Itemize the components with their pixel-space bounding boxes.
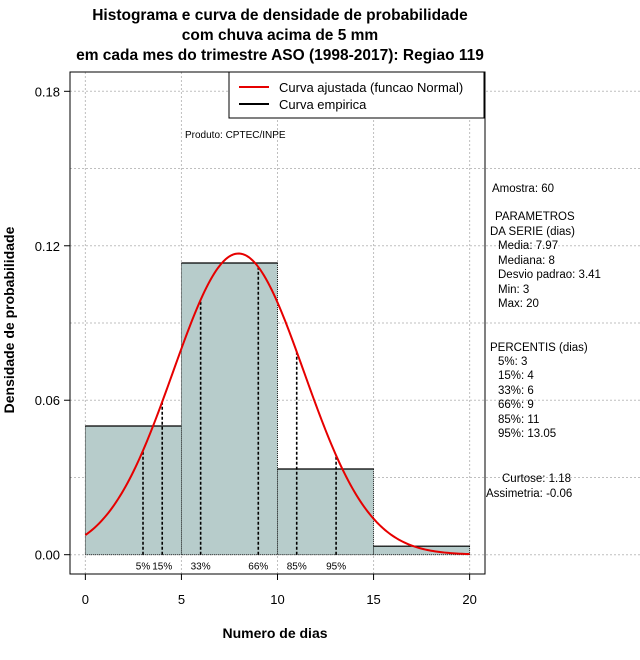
chart-title-line-1: Histograma e curva de densidade de proba…	[92, 7, 468, 24]
percentile-label: 66%	[248, 562, 268, 573]
param-mean: Media: 7.97	[498, 240, 559, 252]
y-tick-label: 0.00	[35, 548, 60, 563]
percentile-label: 85%	[287, 562, 307, 573]
params-title-1: PARAMETROS	[495, 211, 575, 223]
params-title-2: DA SERIE (dias)	[490, 226, 575, 238]
percentile-66: 66%: 9	[498, 399, 534, 411]
histogram-bar	[277, 468, 374, 556]
percentile-label: 5%	[136, 562, 151, 573]
x-tick-label: 15	[366, 592, 380, 607]
sample-size: Amostra: 60	[492, 183, 554, 195]
percentile-95: 95%: 13.05	[498, 428, 557, 440]
percentile-85: 85%: 11	[498, 414, 540, 426]
histogram-bars	[84, 262, 471, 556]
percentile-33: 33%: 6	[498, 385, 534, 397]
x-tick-label: 5	[178, 592, 185, 607]
param-min: Min: 3	[498, 284, 530, 296]
legend-label: Curva ajustada (funcao Normal)	[279, 80, 463, 95]
x-tick-label: 0	[82, 592, 89, 607]
chart-title-line-2: com chuva acima de 5 mm	[181, 27, 379, 44]
legend-label: Curva empirica	[279, 97, 367, 112]
y-tick-label: 0.12	[35, 239, 60, 254]
x-axis-label: Numero de dias	[222, 625, 327, 641]
legend-box	[228, 71, 485, 119]
histogram-bar	[84, 425, 182, 556]
percentile-label: 15%	[152, 562, 172, 573]
kurtosis: Curtose: 1.18	[502, 473, 572, 485]
skewness: Assimetria: -0.06	[486, 488, 573, 500]
y-tick-label: 0.06	[35, 393, 60, 408]
histogram-bar	[181, 262, 278, 556]
normal-curve-path	[84, 252, 470, 556]
percentiles-title: PERCENTIS (dias)	[490, 342, 588, 354]
product-label: Produto: CPTEC/INPE	[185, 130, 286, 141]
chart-title-line-3: em cada mes do trimestre ASO (1998-2017)…	[76, 47, 484, 64]
percentile-markers: 5% 15% 33% 66% 85% 95%	[136, 266, 346, 573]
param-max: Max: 20	[498, 298, 539, 310]
param-sd: Desvio padrao: 3.41	[498, 269, 601, 281]
x-tick-label: 20	[462, 592, 476, 607]
percentile-label: 33%	[191, 562, 211, 573]
y-tick-label: 0.18	[35, 84, 60, 99]
percentile-5: 5%: 3	[498, 356, 528, 368]
axes: 0 5 10 15 20 0.00 0.06 0.12 0.18	[35, 84, 477, 607]
y-axis-label: Densidade de probabilidade	[1, 226, 17, 413]
param-median: Mediana: 8	[498, 255, 555, 267]
legend: Curva ajustada (funcao Normal) Curva empi…	[228, 71, 485, 119]
percentile-label: 95%	[326, 562, 346, 573]
x-tick-label: 10	[270, 592, 284, 607]
normal-curve	[84, 252, 470, 556]
percentile-15: 15%: 4	[498, 370, 534, 382]
empirical-curve	[85, 262, 470, 547]
